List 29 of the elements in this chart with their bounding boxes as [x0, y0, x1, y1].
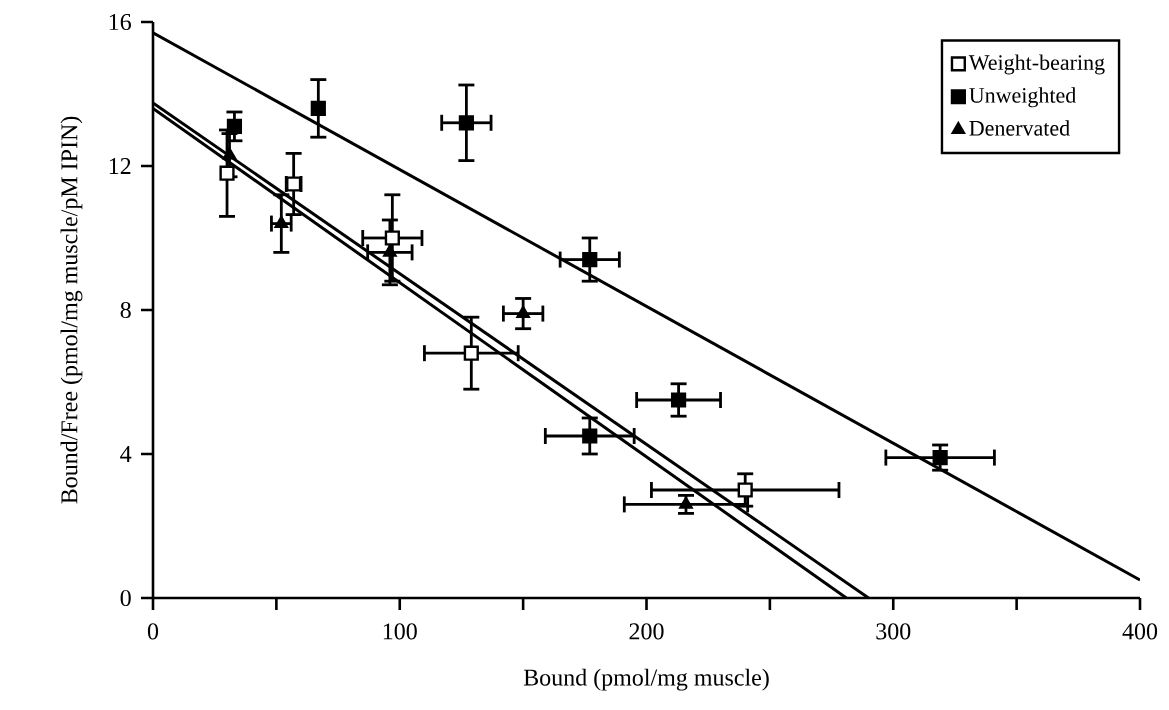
y-tick-label: 16: [109, 13, 131, 31]
x-tick-label: 400: [1122, 623, 1158, 640]
legend-label: Unweighted: [969, 87, 1077, 108]
point: [670, 392, 687, 408]
point: [582, 428, 598, 444]
y-tick-label: 12: [109, 158, 131, 174]
x-axis-title: Bound (pmol/mg muscle): [523, 668, 769, 691]
point: [932, 449, 948, 466]
y-tick-label: 4: [120, 446, 132, 462]
point: [222, 147, 237, 160]
x-tick-label: 300: [876, 623, 911, 640]
legend-label: Weight-bearing: [968, 54, 1105, 75]
point: [226, 118, 243, 134]
x-tick-label: 0: [147, 623, 159, 640]
point: [737, 482, 753, 498]
y-axis-title: Bound/Free (pmol/mg muscle/pM IPIN): [60, 116, 83, 504]
point: [463, 345, 479, 361]
x-tick-label: 100: [383, 623, 417, 640]
point: [516, 305, 530, 318]
point: [310, 100, 326, 116]
y-tick-label: 8: [120, 301, 131, 319]
point: [219, 165, 235, 181]
point: [582, 251, 598, 268]
y-tick-label: 0: [120, 589, 131, 607]
x-tick-label: 200: [629, 623, 664, 640]
point: [384, 230, 400, 246]
point: [383, 244, 397, 257]
point: [458, 115, 474, 131]
legend-label: Denervated: [969, 120, 1070, 136]
